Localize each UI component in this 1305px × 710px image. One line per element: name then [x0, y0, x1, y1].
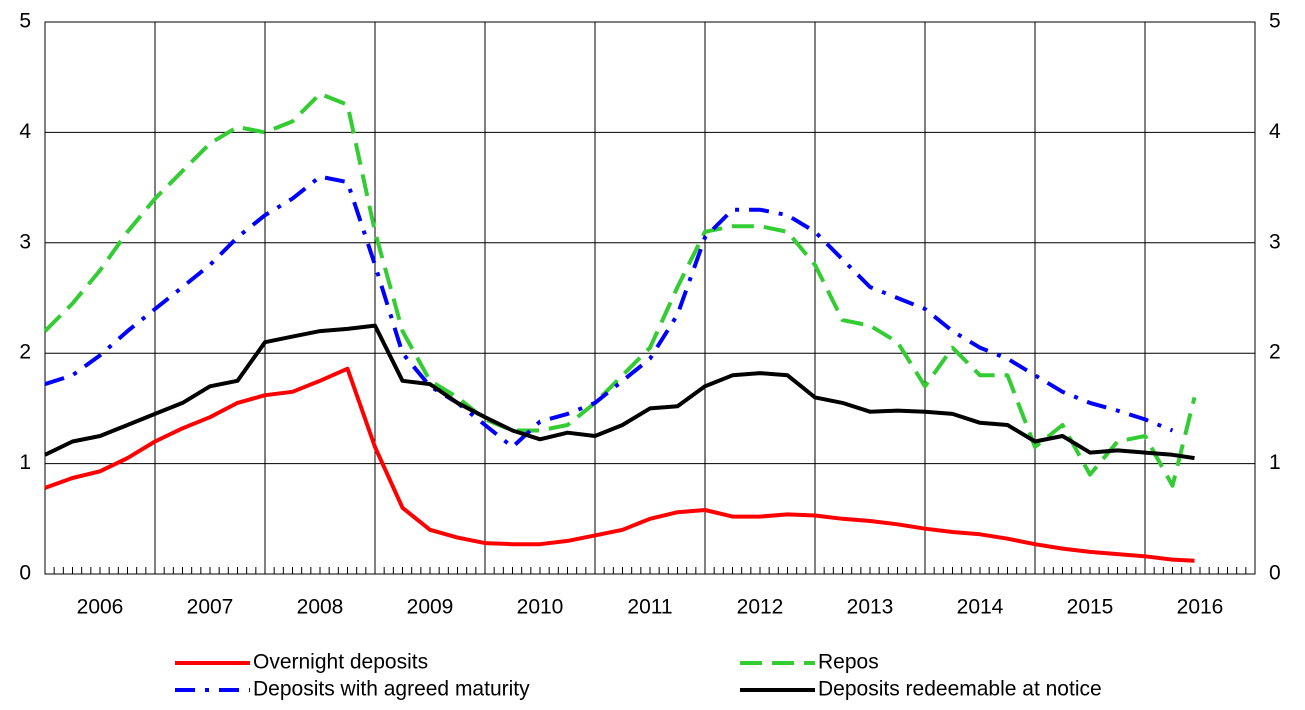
x-tick-label: 2014: [957, 596, 1004, 619]
y2-tick-label: 2: [1269, 341, 1281, 364]
x-tick-label: 2010: [517, 596, 564, 619]
y-tick-label: 3: [19, 230, 31, 253]
legend-label: Overnight deposits: [253, 651, 428, 674]
series-line: [44, 323, 1195, 461]
legend-label: Deposits with agreed maturity: [253, 678, 530, 701]
y-tick-label: 4: [19, 120, 31, 143]
y-tick-label: 5: [19, 10, 31, 33]
series-line: [44, 366, 1195, 563]
x-tick-label: 2013: [847, 596, 894, 619]
series-line: [44, 174, 1174, 449]
plot-frame: [44, 21, 1256, 575]
y-tick-label: 1: [19, 451, 31, 474]
x-tick-label: 2009: [407, 596, 454, 619]
x-tick-label: 2008: [297, 596, 344, 619]
y-tick-label: 2: [19, 341, 31, 364]
y2-tick-label: 3: [1269, 230, 1281, 253]
legend-label: Repos: [818, 651, 879, 674]
x-tick-label: 2006: [77, 596, 124, 619]
x-tick-label: 2007: [187, 596, 234, 619]
y2-tick-label: 1: [1269, 451, 1281, 474]
y2-tick-label: 4: [1269, 120, 1281, 143]
x-tick-label: 2011: [627, 596, 672, 619]
legend-label: Deposits redeemable at notice: [818, 678, 1102, 701]
series-line: [43, 91, 1197, 488]
y2-tick-label: 5: [1269, 10, 1281, 33]
x-tick-label: 2012: [737, 596, 784, 619]
y2-tick-label: 0: [1269, 562, 1281, 585]
x-tick-label: 2016: [1177, 596, 1224, 619]
x-tick-label: 2015: [1067, 596, 1114, 619]
y-tick-label: 0: [19, 562, 31, 585]
